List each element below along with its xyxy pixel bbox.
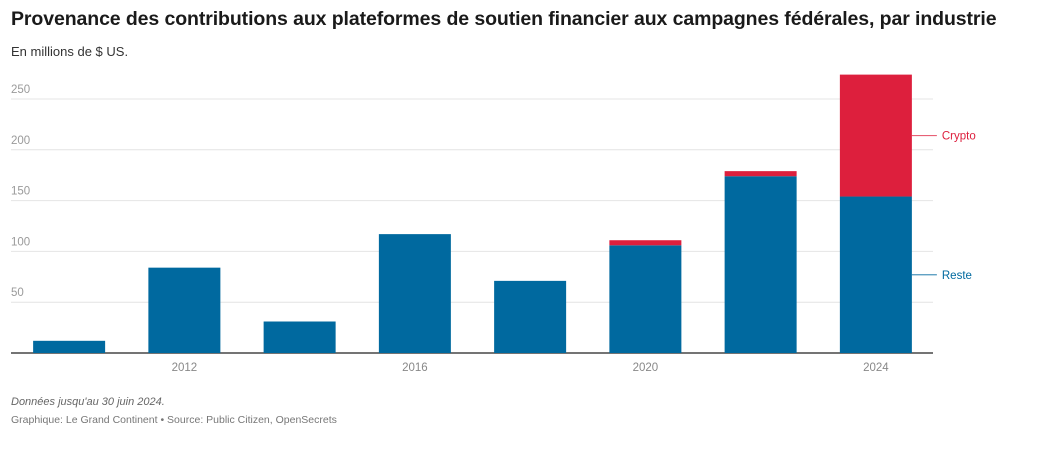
- bar-reste-2018: [494, 280, 567, 353]
- credit-separator: •: [160, 414, 165, 426]
- chart-subtitle: En millions de $ US.: [11, 44, 129, 59]
- x-axis-ticks: 2012 2016 2020 2024: [172, 362, 890, 374]
- x-tick-label-2012: 2012: [172, 362, 198, 374]
- y-tick-label-250: 250: [11, 84, 30, 96]
- y-tick-label-150: 150: [11, 186, 30, 198]
- credit-graph: Graphique: Le Grand Continent: [11, 414, 158, 426]
- bar-reste-2014: [263, 321, 336, 353]
- y-tick-label-100: 100: [11, 236, 30, 248]
- bar-crypto-2024: [839, 74, 912, 197]
- series-label-crypto: Crypto: [942, 131, 976, 143]
- bar-reste-2020: [609, 245, 682, 353]
- bars: [33, 74, 912, 353]
- x-tick-label-2024: 2024: [863, 362, 889, 374]
- bar-reste-2012: [148, 267, 221, 353]
- y-tick-label-50: 50: [11, 287, 24, 299]
- bar-reste-2016: [378, 234, 451, 353]
- credit-source: Source: Public Citizen, OpenSecrets: [167, 414, 337, 426]
- series-labels: Crypto Reste: [911, 131, 976, 282]
- x-tick-label-2020: 2020: [633, 362, 659, 374]
- bar-crypto-2022: [724, 171, 797, 177]
- y-tick-label-200: 200: [11, 135, 30, 147]
- bar-crypto-2020: [609, 240, 682, 246]
- credit-line: Graphique: Le Grand Continent • Source: …: [11, 414, 337, 426]
- bar-reste-2024: [839, 196, 912, 353]
- bar-reste-2010: [33, 340, 106, 353]
- data-note: Données jusqu'au 30 juin 2024.: [11, 396, 165, 408]
- x-tick-label-2016: 2016: [402, 362, 428, 374]
- y-axis-ticks: 50 100 150 200 250: [11, 84, 30, 299]
- series-label-reste: Reste: [942, 270, 972, 282]
- bar-reste-2022: [724, 176, 797, 353]
- chart-title: Provenance des contributions aux platefo…: [11, 8, 997, 30]
